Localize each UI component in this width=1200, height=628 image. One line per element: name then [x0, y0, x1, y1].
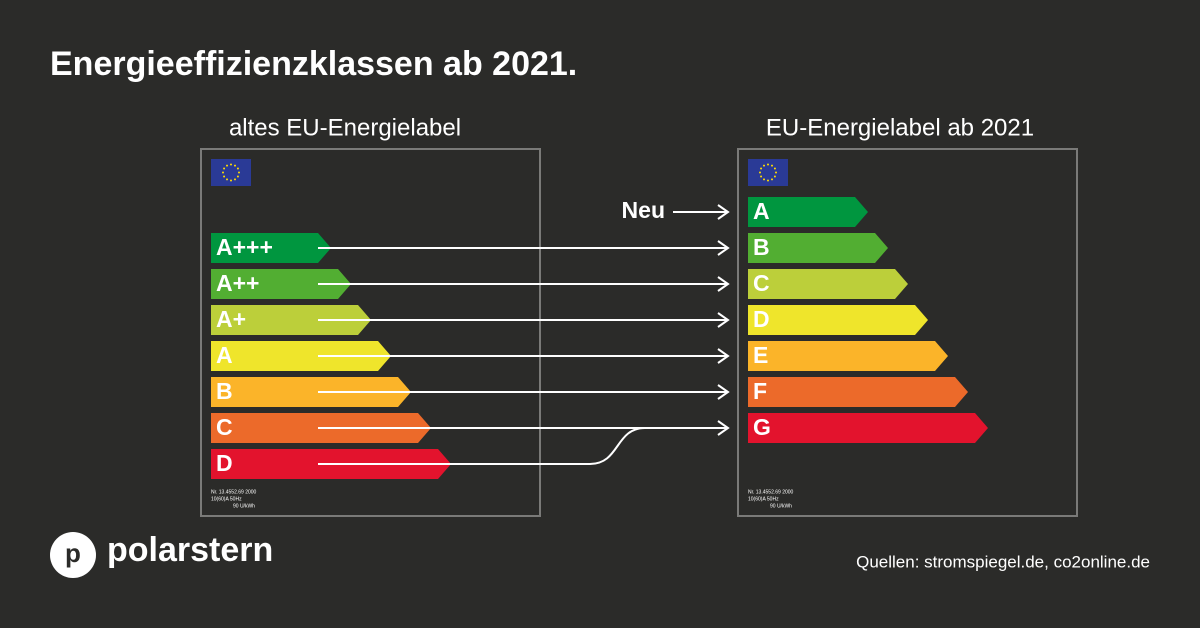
fine-print: Nr. 13.4552.69 2000 [211, 489, 257, 495]
flag-star [230, 179, 232, 182]
class-bar [748, 413, 988, 443]
flag-star [238, 171, 240, 174]
arrow-head [717, 276, 730, 292]
arrow-head [717, 384, 730, 400]
class-label: A [216, 342, 233, 368]
flag-star [763, 178, 765, 181]
class-bar [748, 197, 868, 227]
flag-star [767, 163, 769, 166]
eu-flag [748, 159, 788, 186]
arrows [318, 204, 730, 465]
source: Quellen: stromspiegel.de, co2online.de [856, 552, 1150, 571]
class-label: A+ [216, 306, 246, 332]
arrow-head [717, 204, 730, 220]
arrow [318, 427, 728, 465]
class-label: A++ [216, 270, 259, 296]
flag-star [234, 164, 236, 167]
class-label: B [216, 378, 233, 404]
class-label: A [753, 198, 770, 224]
class-label: G [753, 414, 771, 440]
logo-initial: p [65, 538, 81, 568]
arrow-head [717, 312, 730, 328]
class-bar [748, 269, 908, 299]
class-bar [748, 233, 888, 263]
class-bar [211, 233, 331, 263]
flag-star [767, 179, 769, 182]
flag-star [230, 163, 232, 166]
fine-print: 10(60)A 50Hz [748, 496, 779, 502]
flag-star [759, 171, 761, 174]
class-bar [211, 377, 411, 407]
arrow-head [717, 348, 730, 364]
arrow-head [717, 240, 730, 256]
flag-star [771, 164, 773, 167]
class-label: D [753, 306, 770, 332]
logo-name: polarstern [107, 531, 273, 569]
label-heading: altes EU-Energielabel [229, 114, 461, 141]
fine-print: 90 U/kWh [233, 503, 255, 509]
flag-star [775, 171, 777, 174]
fine-print: Nr. 13.4552.69 2000 [748, 489, 794, 495]
class-bar [748, 305, 928, 335]
flag-star [760, 175, 763, 178]
title: Energieeffizienzklassen ab 2021. [50, 45, 577, 83]
flag-star [226, 164, 228, 167]
class-label: E [753, 342, 768, 368]
flag-star [763, 164, 765, 167]
class-bar [748, 377, 968, 407]
class-label: C [216, 414, 233, 440]
class-label: B [753, 234, 770, 260]
fine-print: 10(60)A 50Hz [211, 496, 242, 502]
class-label: A+++ [216, 234, 273, 260]
logo-badge [50, 532, 96, 578]
flag-star [773, 167, 776, 170]
flag-star [236, 175, 239, 178]
label-heading: EU-Energielabel ab 2021 [766, 114, 1034, 141]
flag-star [760, 167, 763, 170]
flag-star [234, 178, 236, 181]
class-bar [211, 269, 351, 299]
flag-star [223, 167, 226, 170]
label-frame [200, 148, 541, 517]
flag-star [223, 175, 226, 178]
annotation: Neu [622, 197, 665, 223]
class-label: F [753, 378, 767, 404]
flag-star [773, 175, 776, 178]
class-bar [211, 305, 371, 335]
flag-star [222, 171, 224, 174]
flag-star [236, 167, 239, 170]
label-frame [737, 148, 1078, 517]
fine-print: 90 U/kWh [770, 503, 792, 509]
flag-star [771, 178, 773, 181]
class-label: D [216, 450, 233, 476]
class-bar [748, 341, 948, 371]
class-label: C [753, 270, 770, 296]
class-bar [211, 341, 391, 371]
flag-star [226, 178, 228, 181]
eu-flag [211, 159, 251, 186]
